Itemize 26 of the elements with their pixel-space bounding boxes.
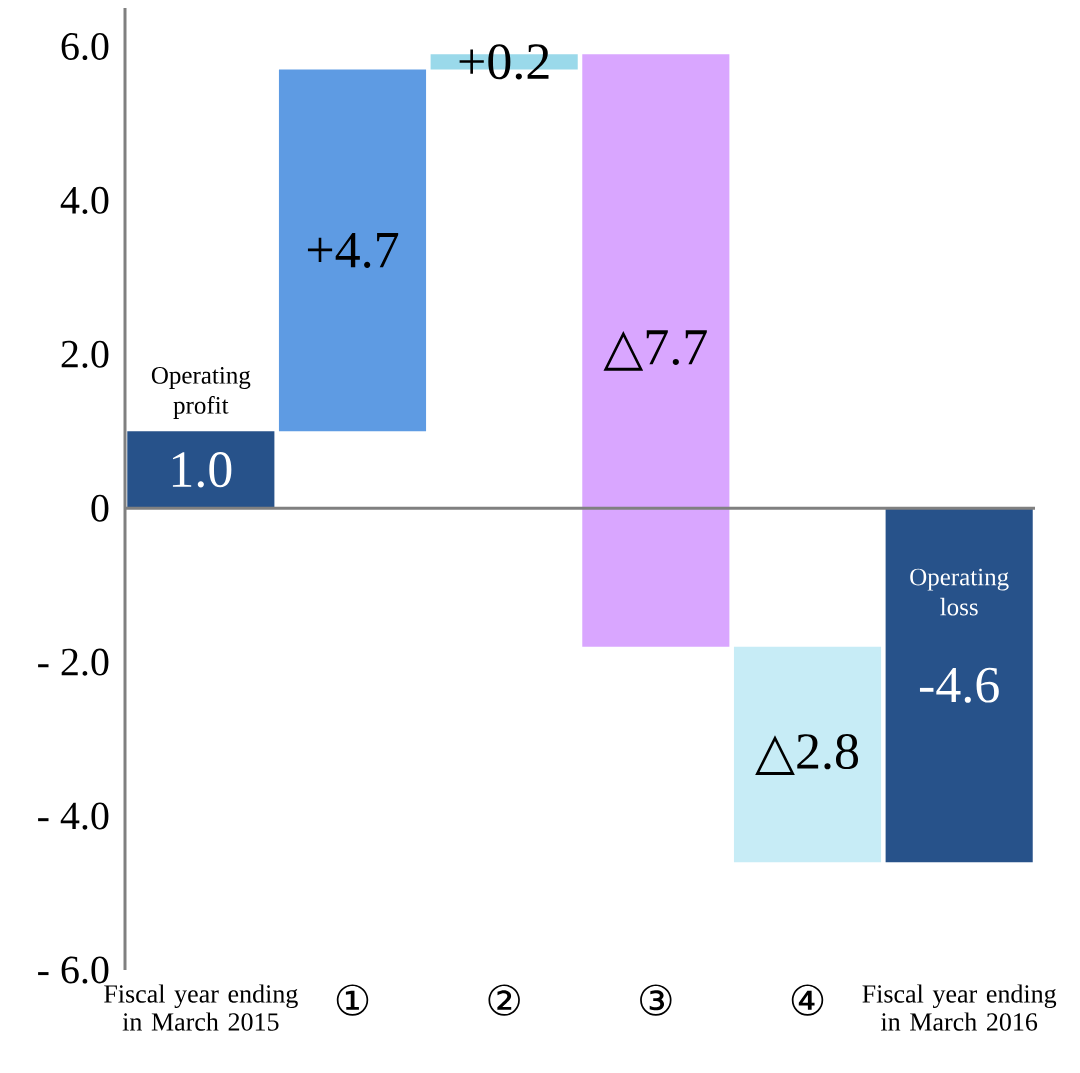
y-tick-label: 6.0 (61, 32, 109, 61)
data-label: 1.0 (172, 452, 232, 488)
y-tick-label: - 2.0 (38, 648, 109, 676)
bar (278, 69, 427, 432)
bar (885, 508, 1033, 863)
x-tick-label: ① (336, 984, 369, 1016)
annotation: Operating loss (910, 568, 1009, 616)
x-tick-label: ② (488, 984, 520, 1016)
x-tick-label: Fiscal year ending in March 2016 (862, 984, 1057, 1031)
data-label: +4.7 (307, 232, 399, 268)
bar (127, 431, 275, 509)
y-tick-label: 4.0 (60, 186, 109, 214)
y-tick-label: 0 (91, 494, 109, 522)
bar (582, 54, 730, 647)
y-tick-label: - 4.0 (38, 802, 109, 830)
bar (733, 646, 882, 863)
y-tick-label: 2.0 (61, 340, 109, 368)
data-label: -4.6 (919, 667, 999, 703)
y-tick-label: - 6.0 (38, 956, 109, 984)
x-tick-label: Fiscal year ending in March 2015 (104, 984, 298, 1031)
data-label: △7.7 (603, 330, 707, 371)
annotation: Operating profit (151, 367, 251, 419)
x-tick-label: ③ (640, 984, 672, 1016)
x-tick-label: ④ (791, 984, 824, 1016)
data-label: +0.2 (459, 44, 549, 80)
data-label: △2.8 (755, 734, 859, 775)
